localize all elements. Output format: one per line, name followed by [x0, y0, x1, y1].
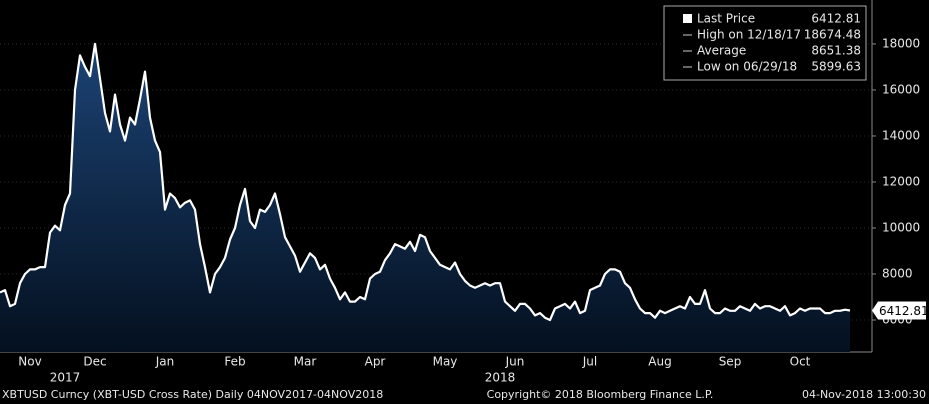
y-tick-label: 12000 — [882, 174, 920, 188]
x-tick-label: Sep — [719, 355, 742, 369]
x-year-label: 2017 — [50, 371, 81, 385]
legend-value: 5899.63 — [811, 60, 861, 74]
area — [0, 43, 850, 353]
y-tick-label: 16000 — [882, 82, 920, 96]
price-line — [0, 42, 851, 322]
x-tick-label: Mar — [294, 355, 317, 369]
last-value-label: 6412.81 — [879, 304, 929, 318]
x-tick-label: Jun — [505, 355, 525, 369]
x-year-label: 2018 — [485, 371, 516, 385]
legend: Last Price 6412.81 High on 12/18/17 18674.4… — [663, 5, 867, 81]
footer-center: Copyright© 2018 Bloomberg Finance L.P. — [487, 388, 714, 401]
y-tick-label: 14000 — [882, 128, 920, 142]
y-tick-label: 18000 — [882, 36, 920, 50]
x-tick-label: Nov — [18, 355, 41, 369]
x-tick-label: Jan — [155, 355, 175, 369]
last-value-box — [872, 301, 926, 320]
legend-label: Low on 06/29/18 — [697, 60, 797, 74]
x-tick-label: Dec — [83, 355, 106, 369]
x-tick-label: Jul — [582, 355, 597, 369]
legend-box — [663, 5, 867, 81]
footer-left: XBTUSD Curncy (XBT-USD Cross Rate) Daily… — [2, 388, 383, 401]
legend-label: Average — [697, 44, 746, 58]
x-tick-label: Apr — [365, 355, 386, 369]
footer-right: 04-Nov-2018 13:00:30 — [802, 388, 926, 401]
legend-label: Last Price — [697, 12, 755, 26]
x-tick-label: Oct — [790, 355, 811, 369]
legend-label: High on 12/18/17 — [697, 28, 801, 42]
y-tick-label: 8000 — [882, 267, 913, 281]
x-tick-label: Aug — [648, 355, 671, 369]
x-tick-label: Feb — [224, 355, 245, 369]
legend-value: 18674.48 — [804, 28, 861, 42]
legend-value: 8651.38 — [811, 44, 861, 58]
y-tick-label: 10000 — [882, 220, 920, 234]
x-tick-label: May — [433, 355, 458, 369]
legend-swatch — [683, 14, 692, 23]
legend-value: 6412.81 — [811, 12, 861, 26]
